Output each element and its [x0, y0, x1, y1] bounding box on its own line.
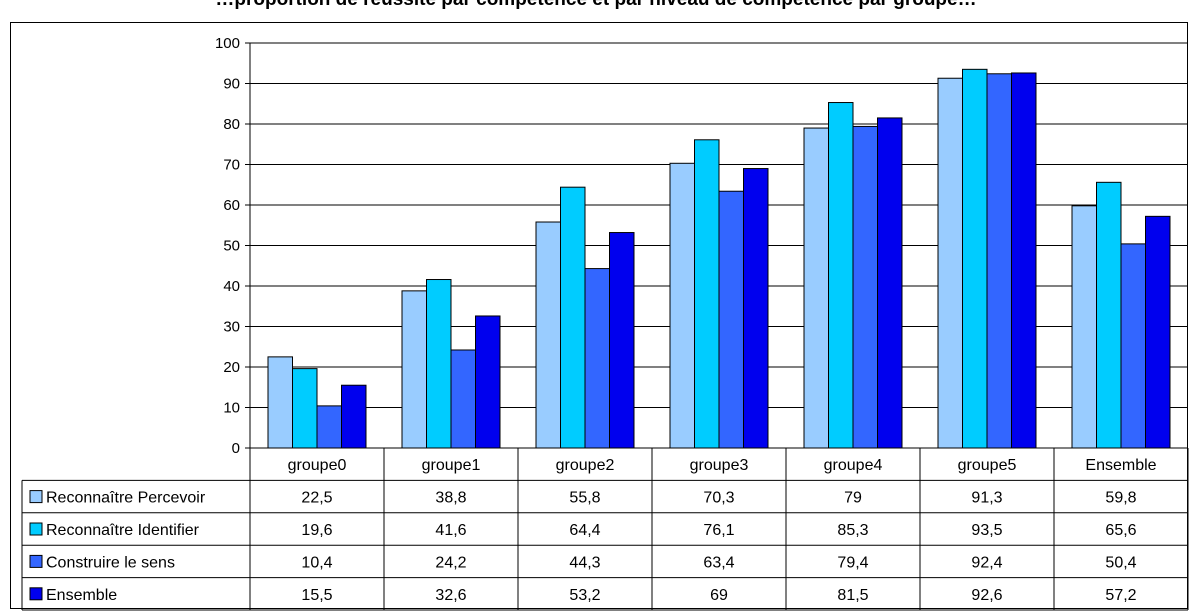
data-label: 65,6 — [1105, 522, 1136, 539]
y-tick-label: 70 — [223, 157, 240, 174]
data-label: 92,6 — [971, 587, 1002, 604]
data-label: 10,4 — [301, 554, 332, 571]
bar-4-3 — [877, 117, 903, 449]
y-tick-label: 50 — [223, 238, 240, 255]
legend-label: Ensemble — [46, 587, 117, 604]
bar-5-2 — [986, 73, 1012, 449]
category-label: groupe5 — [958, 457, 1017, 474]
legend-swatch — [29, 554, 43, 568]
data-label: 79,4 — [837, 554, 868, 571]
data-label: 22,5 — [301, 490, 332, 507]
bar-2-1 — [560, 186, 586, 449]
y-tick-label: 30 — [223, 319, 240, 336]
bar-5-0 — [937, 77, 963, 449]
chart-frame — [10, 22, 1188, 609]
data-label: 81,5 — [837, 587, 868, 604]
bar-1-1 — [426, 279, 452, 449]
bar-0-3 — [341, 384, 367, 449]
y-tick-label: 90 — [223, 76, 240, 93]
data-label: 85,3 — [837, 522, 868, 539]
category-label: groupe1 — [422, 457, 481, 474]
data-label: 76,1 — [703, 522, 734, 539]
bar-3-1 — [694, 139, 720, 449]
y-tick-label: 0 — [232, 440, 240, 457]
chart-title: …proportion de réussite par compétence e… — [0, 0, 1192, 13]
y-tick-label: 20 — [223, 359, 240, 376]
bar-3-2 — [718, 190, 744, 449]
data-label: 24,2 — [435, 554, 466, 571]
category-label: groupe3 — [690, 457, 749, 474]
data-label: 44,3 — [569, 554, 600, 571]
y-tick-label: 60 — [223, 197, 240, 214]
legend-label: Reconnaître Percevoir — [46, 490, 206, 507]
data-label: 92,4 — [971, 554, 1002, 571]
bar-1-3 — [475, 315, 501, 449]
data-label: 19,6 — [301, 522, 332, 539]
bar-0-2 — [316, 405, 342, 449]
data-label: 50,4 — [1105, 554, 1136, 571]
data-label: 41,6 — [435, 522, 466, 539]
data-label: 91,3 — [971, 490, 1002, 507]
data-label: 57,2 — [1105, 587, 1136, 604]
legend-label: Construire le sens — [46, 554, 175, 571]
bar-6-2 — [1120, 243, 1146, 449]
bar-3-3 — [743, 168, 769, 449]
data-label: 38,8 — [435, 490, 466, 507]
bar-4-1 — [828, 102, 854, 449]
data-label: 93,5 — [971, 522, 1002, 539]
category-label: groupe2 — [556, 457, 615, 474]
bar-6-3 — [1145, 215, 1171, 449]
bar-6-1 — [1096, 181, 1122, 449]
bar-6-0 — [1071, 205, 1097, 449]
y-tick-label: 40 — [223, 278, 240, 295]
legend-swatch — [29, 587, 43, 601]
data-label: 59,8 — [1105, 490, 1136, 507]
data-label: 79 — [844, 490, 862, 507]
y-tick-label: 10 — [223, 400, 240, 417]
data-label: 70,3 — [703, 490, 734, 507]
legend-swatch — [29, 490, 43, 504]
category-label: groupe4 — [824, 457, 883, 474]
category-label: groupe0 — [288, 457, 347, 474]
data-label: 63,4 — [703, 554, 734, 571]
data-label: 53,2 — [569, 587, 600, 604]
bar-4-0 — [803, 127, 829, 449]
legend-swatch — [29, 522, 43, 536]
data-label: 32,6 — [435, 587, 466, 604]
bar-5-3 — [1011, 72, 1037, 449]
bar-0-0 — [267, 356, 293, 449]
category-label: Ensemble — [1085, 457, 1156, 474]
bar-1-0 — [401, 290, 427, 449]
bar-3-0 — [669, 162, 695, 449]
bar-5-1 — [962, 68, 988, 449]
bar-2-2 — [584, 268, 610, 449]
bar-2-0 — [535, 221, 561, 449]
legend-label: Reconnaître Identifier — [46, 522, 200, 539]
data-label: 55,8 — [569, 490, 600, 507]
bar-1-2 — [450, 349, 476, 449]
data-label: 69 — [710, 587, 728, 604]
bar-4-2 — [852, 125, 878, 449]
bar-0-1 — [292, 368, 318, 449]
y-tick-label: 80 — [223, 116, 240, 133]
bar-2-3 — [609, 232, 635, 449]
data-label: 64,4 — [569, 522, 600, 539]
data-label: 15,5 — [301, 587, 332, 604]
y-tick-label: 100 — [215, 35, 240, 52]
